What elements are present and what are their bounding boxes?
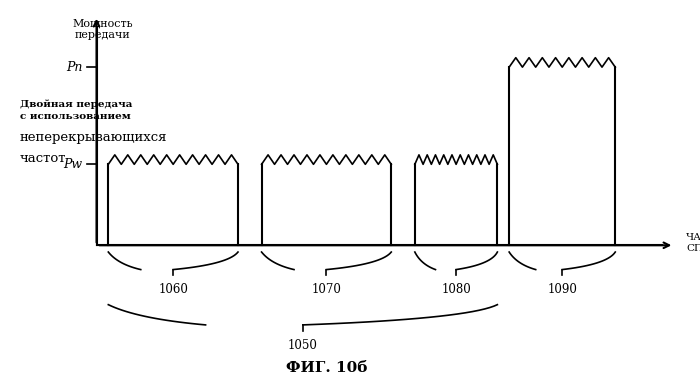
Text: Pw: Pw <box>63 158 83 171</box>
Text: частот: частот <box>20 152 66 165</box>
Text: неперекрывающихся: неперекрывающихся <box>20 131 167 144</box>
Text: 1060: 1060 <box>158 283 188 296</box>
Text: Двойная передача
с использованием: Двойная передача с использованием <box>20 100 132 121</box>
Text: 1050: 1050 <box>288 339 318 352</box>
Text: 1080: 1080 <box>441 283 471 296</box>
Text: Pn: Pn <box>66 61 83 74</box>
Text: 1090: 1090 <box>547 283 577 296</box>
Text: ФИГ. 10б: ФИГ. 10б <box>286 361 367 375</box>
Text: Мощность
передачи: Мощность передачи <box>72 19 133 40</box>
Text: ЧАСТОТНЫЙ
СПЕКТР: ЧАСТОТНЫЙ СПЕКТР <box>686 232 700 253</box>
Text: 1070: 1070 <box>312 283 342 296</box>
